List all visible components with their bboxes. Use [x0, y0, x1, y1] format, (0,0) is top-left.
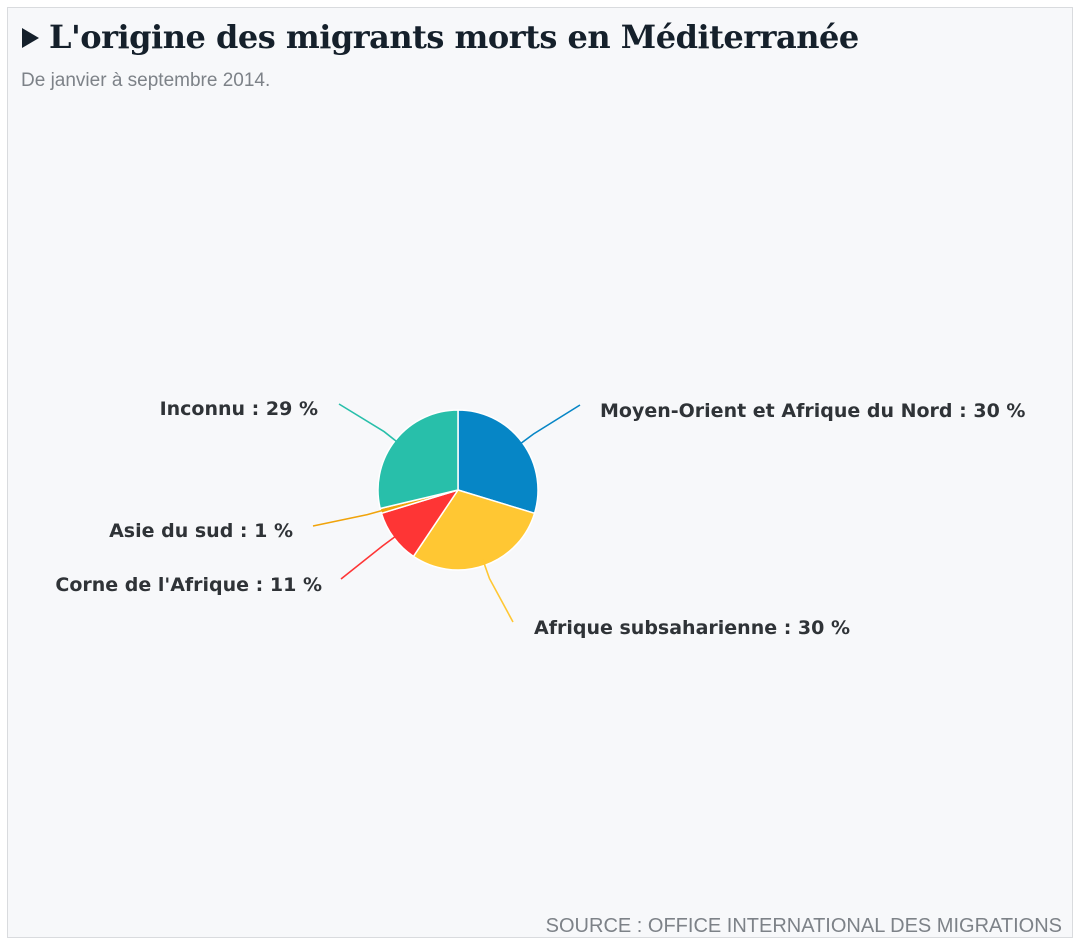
source-note: SOURCE : OFFICE INTERNATIONAL DES MIGRAT…: [545, 915, 1062, 937]
play-arrow-icon: [22, 28, 39, 48]
leader-line-corne-afrique: [340, 533, 399, 580]
slice-label-afrique-subsaharienne: Afrique subsaharienne : 30 %: [534, 617, 850, 639]
chart-frame: [7, 7, 1073, 938]
leader-line-asie-du-sud: [312, 508, 387, 527]
slice-label-inconnu: Inconnu : 29 %: [160, 398, 318, 420]
slice-label-moyen-orient: Moyen-Orient et Afrique du Nord : 30 %: [600, 400, 1025, 422]
title-row: L'origine des migrants morts en Méditerr…: [22, 18, 859, 56]
slice-label-corne-afrique: Corne de l'Afrique : 11 %: [55, 574, 322, 596]
leader-line-inconnu: [338, 403, 401, 445]
chart-title: L'origine des migrants morts en Méditerr…: [49, 18, 859, 56]
leader-line-afrique-subsaharienne: [482, 559, 514, 623]
slice-label-asie-du-sud: Asie du sud : 1 %: [109, 520, 293, 542]
chart-subtitle: De janvier à septembre 2014.: [21, 70, 271, 91]
leader-line-moyen-orient: [517, 404, 581, 447]
